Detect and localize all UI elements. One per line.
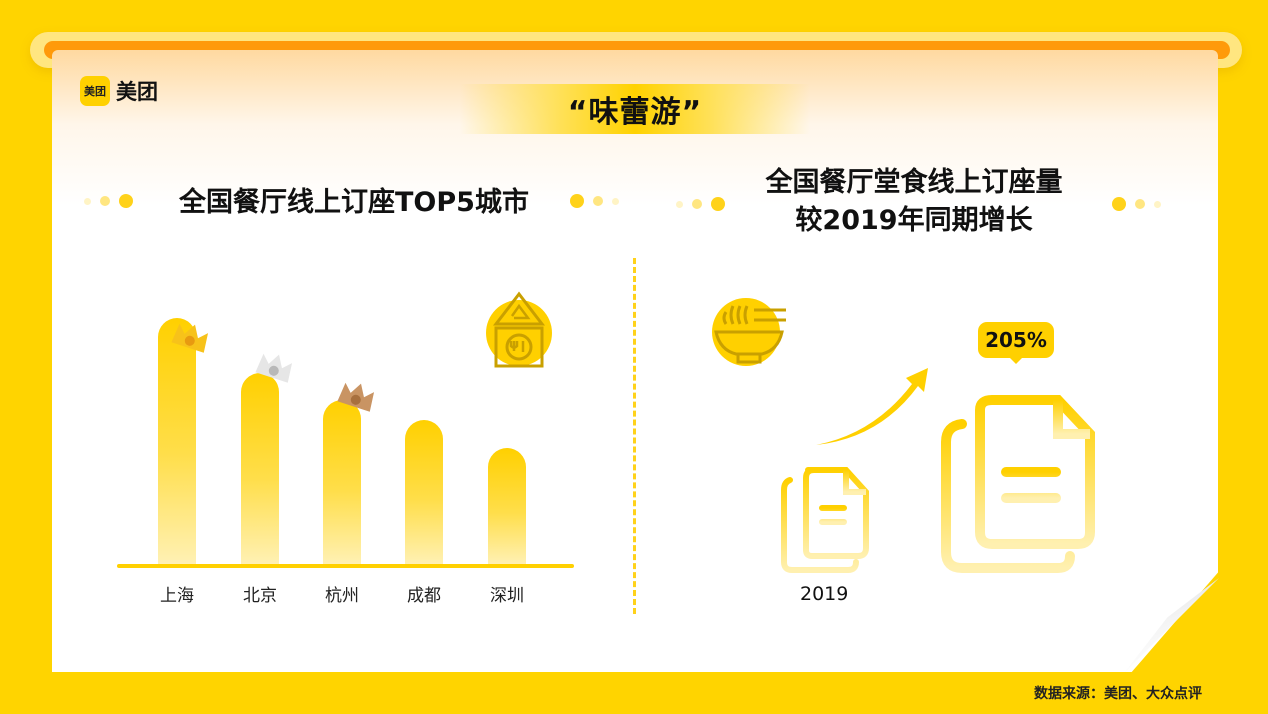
banner-title: “味蕾游”	[567, 95, 703, 130]
brand-badge: 美团	[80, 76, 110, 106]
bar-shenzhen	[488, 448, 526, 565]
data-source: 数据来源：美团、大众点评	[1034, 686, 1202, 702]
bar-chengdu	[405, 420, 443, 565]
restaurant-house-icon	[486, 291, 552, 368]
brand-logo: 美团 美团	[80, 76, 158, 106]
growth-badge-tail	[1009, 357, 1023, 364]
noodle-bowl-icon	[712, 298, 786, 366]
decor-dots-left	[84, 194, 133, 208]
gold-crown-icon	[171, 323, 209, 353]
decor-dots-right	[1112, 197, 1161, 211]
bar-hangzhou	[323, 400, 361, 565]
decor-dots-right	[570, 194, 619, 208]
decor-dots-left	[676, 197, 725, 211]
x-label: 成都	[407, 586, 441, 606]
right-title-line2: 较2019年同期增长	[795, 205, 1033, 236]
right-panel-title: 全国餐厅堂食线上订座量 较2019年同期增长	[718, 164, 1110, 240]
growth-badge: 205%	[978, 322, 1054, 358]
x-label: 深圳	[490, 586, 524, 606]
bar-beijing	[241, 373, 279, 565]
panel-divider	[633, 258, 636, 614]
document-large-icon	[941, 395, 1095, 573]
banner: “味蕾游”	[460, 84, 810, 134]
left-panel-title: 全国餐厅线上订座TOP5城市	[179, 187, 529, 218]
document-small-icon	[781, 467, 869, 573]
base-year-label: 2019	[800, 583, 849, 605]
bar-shanghai	[158, 318, 196, 565]
x-label: 杭州	[325, 586, 359, 606]
x-label: 上海	[160, 586, 194, 606]
brand-name: 美团	[116, 80, 158, 104]
bronze-crown-icon	[337, 382, 375, 412]
x-axis-line	[117, 564, 574, 568]
right-title-line1: 全国餐厅堂食线上订座量	[765, 167, 1063, 198]
x-label: 北京	[243, 586, 277, 606]
silver-crown-icon	[255, 353, 293, 383]
growth-arrow-icon	[816, 368, 928, 445]
